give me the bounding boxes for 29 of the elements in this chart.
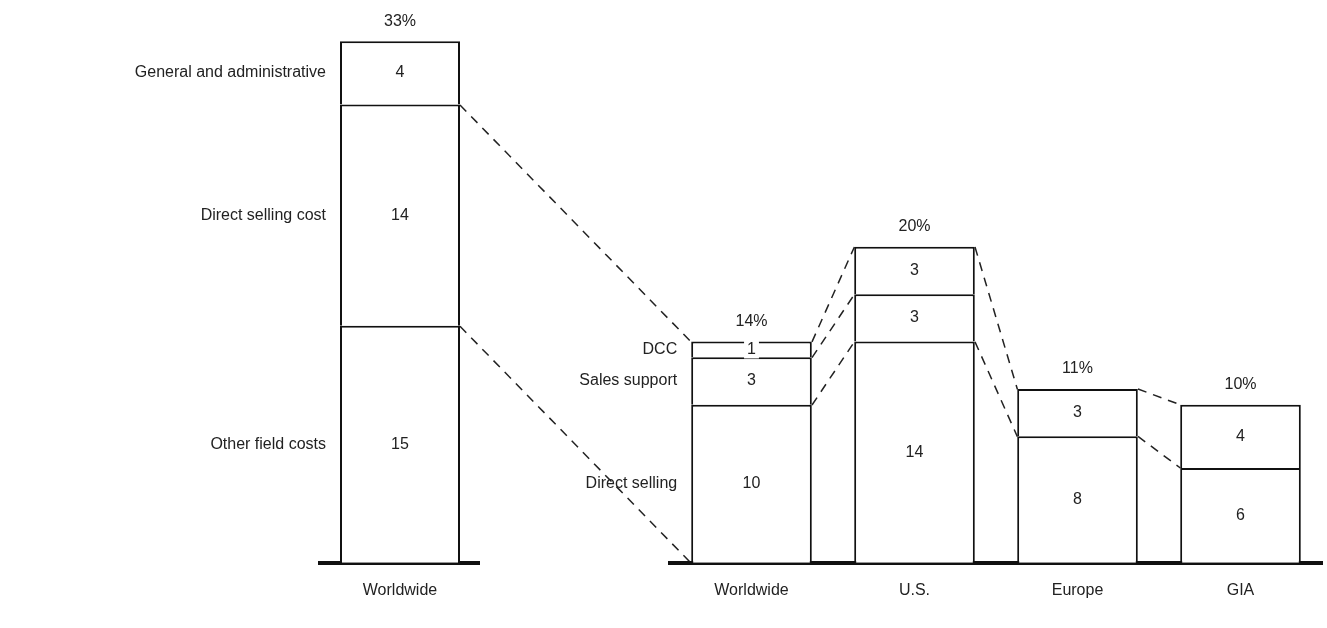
series-label: General and administrative bbox=[134, 63, 327, 81]
x-tick-label: Europe bbox=[1051, 580, 1104, 598]
data-label: 3 bbox=[910, 308, 920, 326]
data-label: 3 bbox=[747, 371, 757, 389]
total-label: 10% bbox=[1224, 375, 1257, 393]
data-label: 4 bbox=[395, 63, 405, 81]
data-label: 14 bbox=[391, 205, 409, 223]
data-label: 10 bbox=[742, 474, 761, 492]
x-tick-label: GIA bbox=[1226, 580, 1255, 598]
total-label: 20% bbox=[898, 217, 931, 235]
series-label: Direct selling cost bbox=[200, 205, 327, 223]
data-label: 3 bbox=[910, 260, 920, 278]
data-label: 15 bbox=[391, 434, 409, 452]
data-label: 1 bbox=[747, 339, 757, 357]
total-label: 33% bbox=[383, 11, 417, 29]
total-label: 11% bbox=[1062, 359, 1093, 377]
data-label: 6 bbox=[1236, 505, 1246, 523]
data-label: 4 bbox=[1236, 426, 1246, 444]
series-label: Direct selling bbox=[585, 474, 678, 492]
total-label: 14% bbox=[735, 311, 768, 329]
series-label: Sales support bbox=[579, 371, 678, 389]
data-label: 3 bbox=[1073, 403, 1083, 421]
x-tick-label: Worldwide bbox=[362, 580, 438, 598]
x-tick-label: U.S. bbox=[898, 580, 931, 598]
data-label: 14 bbox=[905, 442, 924, 460]
series-label: Other field costs bbox=[210, 434, 326, 452]
x-tick-label: Worldwide bbox=[714, 580, 789, 598]
series-label: DCC bbox=[642, 339, 678, 357]
data-label: 8 bbox=[1073, 489, 1083, 507]
